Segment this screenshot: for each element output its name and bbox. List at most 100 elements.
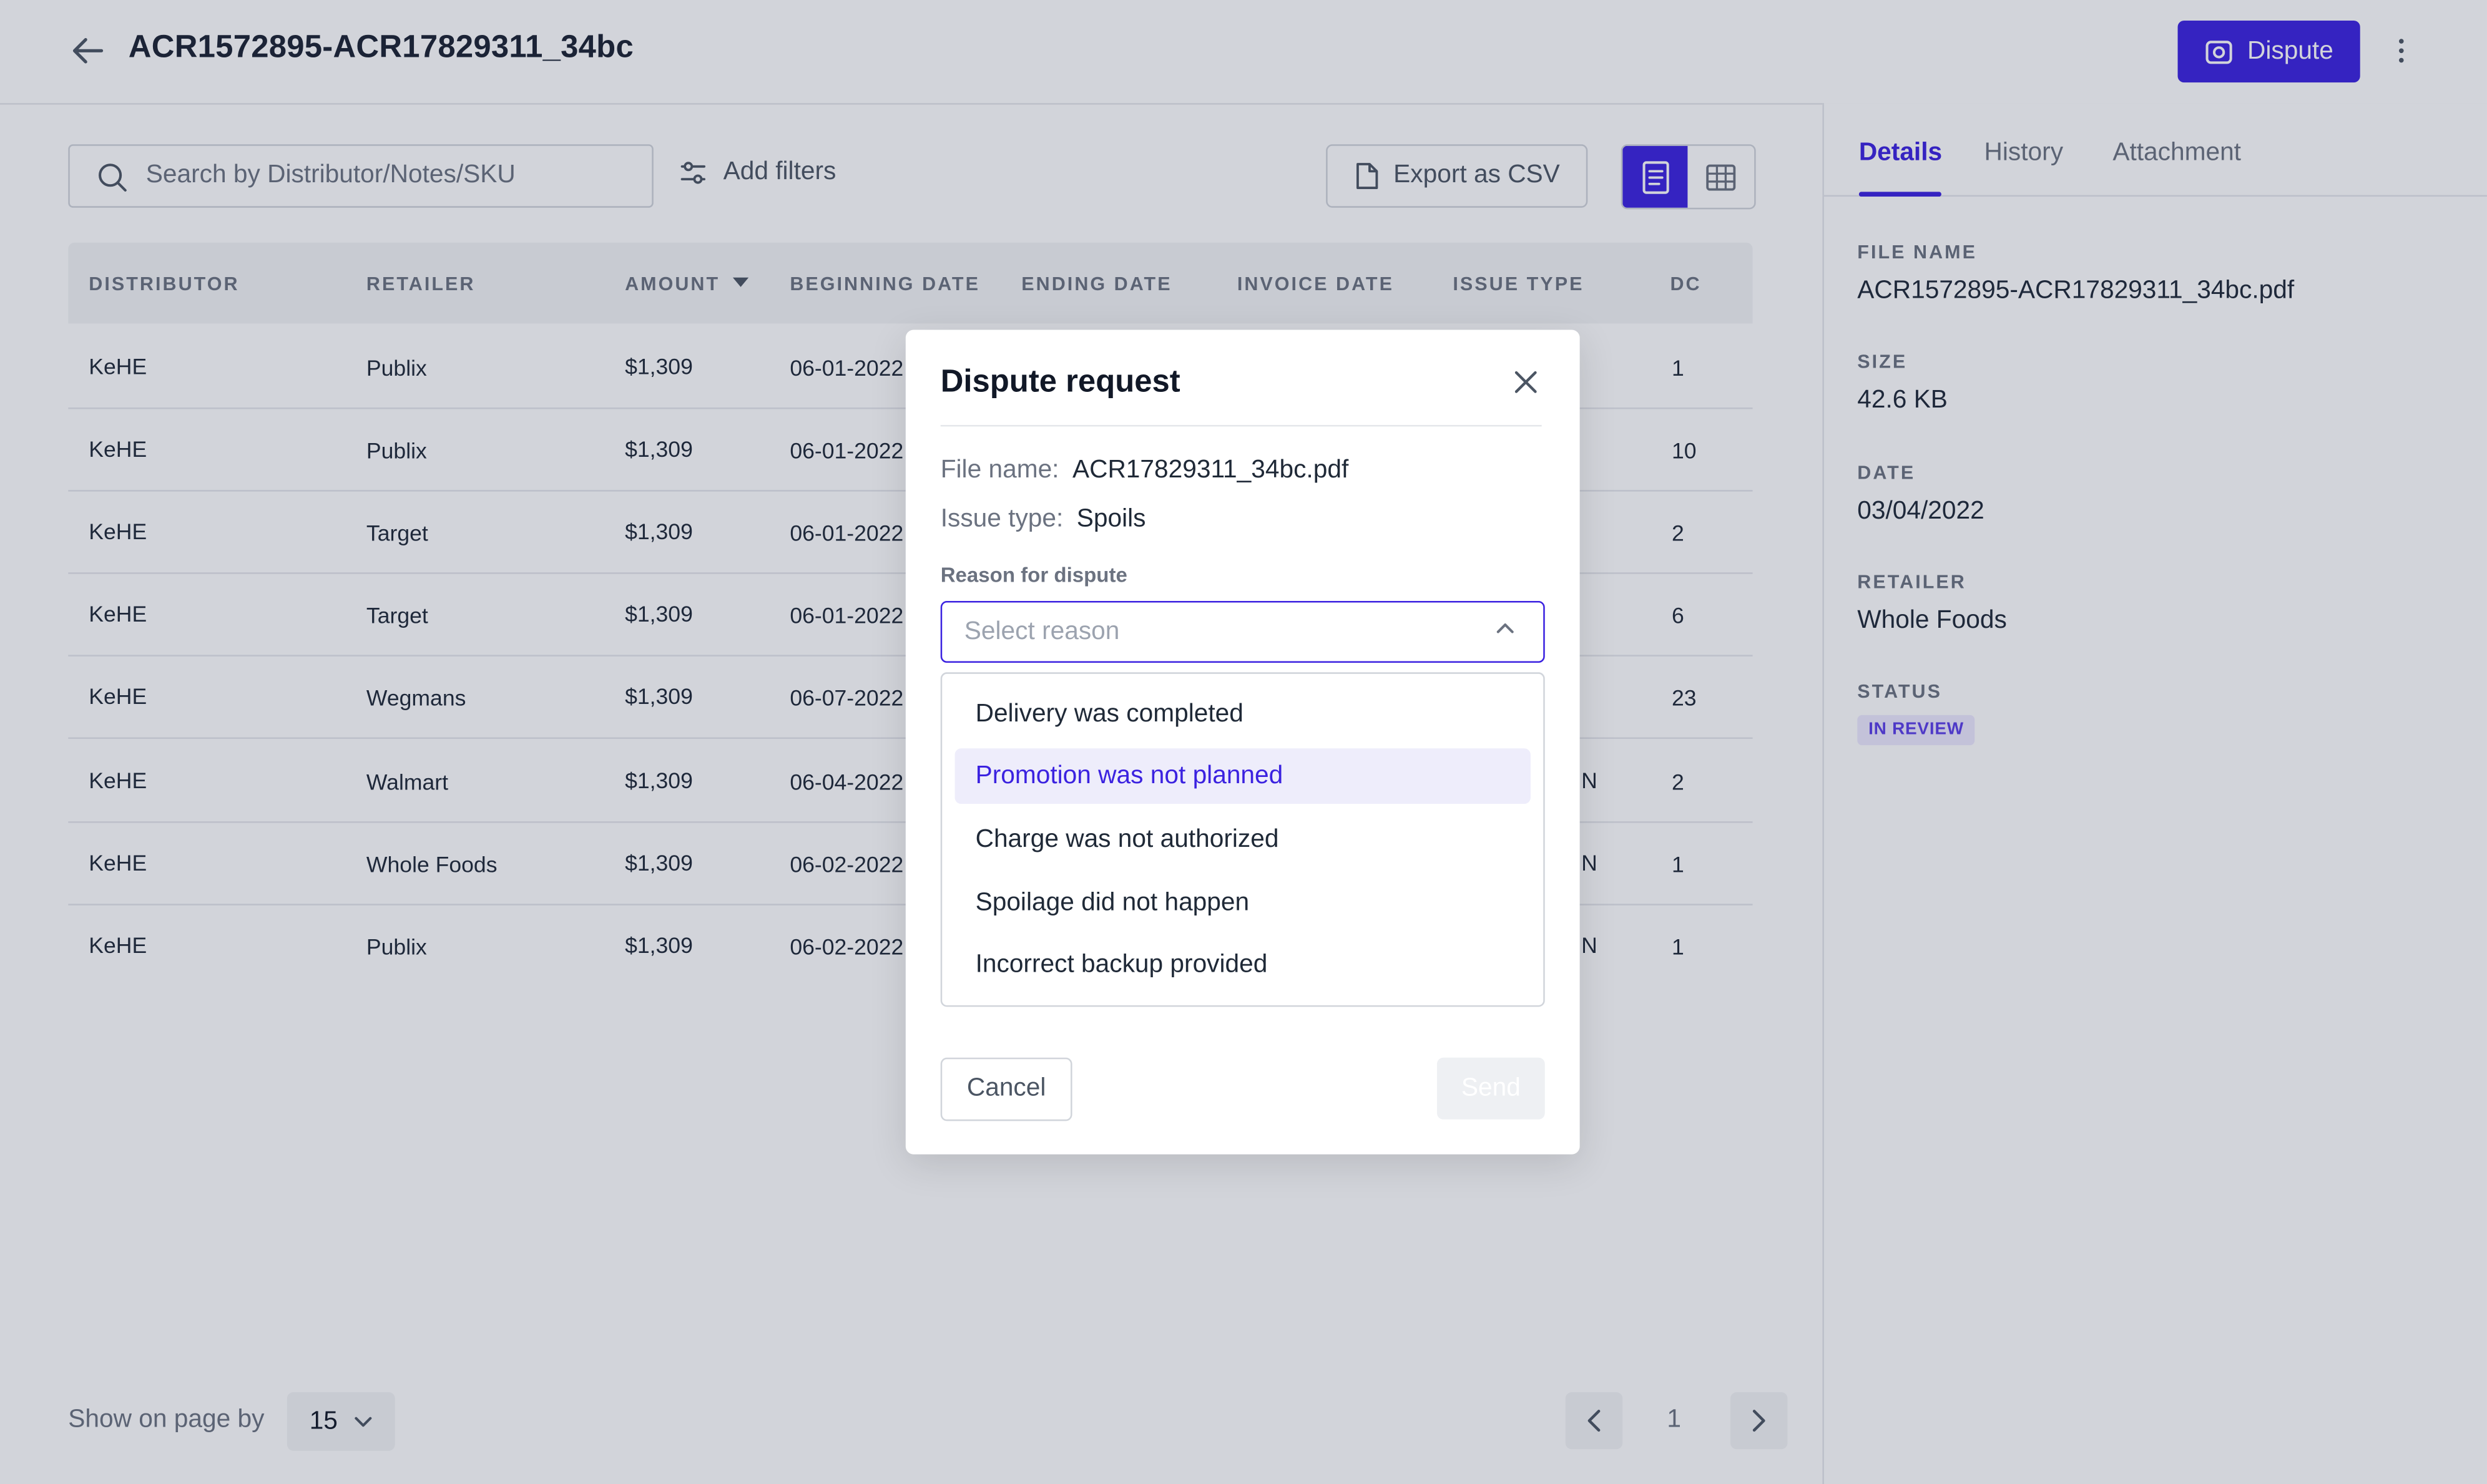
- issue-type-value: Spoils: [1076, 505, 1146, 533]
- close-icon[interactable]: [1511, 368, 1540, 396]
- file-name-label: FILE NAME: [1857, 241, 1978, 263]
- cell-amount: $1,309: [625, 849, 693, 876]
- col-invoice-date[interactable]: INVOICE DATE: [1237, 273, 1395, 295]
- cell-beginning-date: 06-02-2022: [790, 851, 904, 877]
- dispute-button-label: Dispute: [2247, 37, 2333, 64]
- cell-beginning-date: 06-01-2022: [790, 437, 904, 463]
- view-toggle: [1621, 144, 1756, 210]
- current-page[interactable]: 1: [1667, 1406, 1682, 1433]
- reason-option[interactable]: Delivery was completed: [955, 686, 1531, 742]
- reason-option-label: Spoilage did not happen: [975, 889, 1250, 917]
- cell-distributor: KeHE: [89, 353, 147, 379]
- dialog-divider: [940, 424, 1542, 427]
- reason-option-label: Charge was not authorized: [975, 826, 1279, 853]
- cell-retailer: Target: [366, 520, 428, 546]
- reason-dropdown: Delivery was completed Promotion was not…: [940, 672, 1545, 1007]
- chevron-down-icon: [353, 1415, 372, 1428]
- reason-placeholder: Select reason: [964, 618, 1120, 646]
- send-button[interactable]: Send: [1436, 1057, 1545, 1120]
- reason-option-label: Promotion was not planned: [975, 763, 1283, 790]
- issue-type-row: Issue type: Spoils: [941, 506, 1146, 535]
- cell-distributor: KeHE: [89, 600, 147, 627]
- grid-view-button[interactable]: [1687, 146, 1752, 208]
- document-view-icon: [1641, 159, 1669, 194]
- reason-option-label: Delivery was completed: [975, 701, 1244, 728]
- page-size-label: Show on page by: [68, 1406, 265, 1433]
- date-label: DATE: [1857, 461, 1916, 484]
- cell-beginning-date: 06-01-2022: [790, 355, 904, 381]
- cell-dc: 6: [1672, 602, 1684, 628]
- cell-amount: $1,309: [625, 767, 693, 793]
- cell-retailer: Target: [366, 602, 428, 628]
- status-badge: IN REVIEW: [1857, 715, 1975, 746]
- dialog-title: Dispute request: [940, 364, 1180, 400]
- grid-view-icon: [1704, 161, 1736, 193]
- reason-option[interactable]: Spoilage did not happen: [955, 876, 1531, 931]
- reason-option[interactable]: Incorrect backup provided: [955, 937, 1531, 993]
- cell-distributor: KeHE: [89, 683, 147, 709]
- document-view-button[interactable]: [1622, 145, 1688, 208]
- page-header: ACR1572895-ACR17829311_34bc Dispute: [0, 0, 2487, 105]
- add-filters-label: Add filters: [723, 159, 836, 186]
- cell-issue-type: N: [1581, 767, 1597, 793]
- col-beginning-date[interactable]: BEGINNING DATE: [790, 273, 981, 295]
- search-input[interactable]: [145, 145, 622, 207]
- tab-details[interactable]: Details: [1858, 139, 1943, 167]
- file-icon: [1354, 162, 1380, 190]
- table-row[interactable]: KeHE Whole Foods $1,309 06-02-2022 N 1: [68, 821, 1753, 906]
- size-value: 42.6 KB: [1857, 386, 1948, 414]
- page-size-select[interactable]: 15: [287, 1392, 395, 1451]
- cell-retailer: Publix: [366, 355, 427, 381]
- kebab-menu-icon[interactable]: [2385, 35, 2417, 67]
- cell-distributor: KeHE: [89, 518, 147, 544]
- cell-beginning-date: 06-07-2022: [790, 685, 904, 711]
- col-issue-type[interactable]: ISSUE TYPE: [1453, 273, 1584, 295]
- reason-select[interactable]: Select reason: [940, 600, 1545, 663]
- cell-dc: 1: [1672, 355, 1684, 381]
- cell-dc: 1: [1672, 851, 1684, 877]
- reason-option-highlighted[interactable]: Promotion was not planned: [954, 748, 1531, 804]
- tab-attachment[interactable]: Attachment: [2112, 139, 2241, 167]
- file-name-label: File name:: [940, 456, 1059, 484]
- details-panel: Details History Attachment FILE NAME ACR…: [1822, 103, 2487, 1484]
- sort-down-icon[interactable]: [732, 277, 749, 287]
- dispute-request-dialog: Dispute request File name: ACR17829311_3…: [905, 330, 1580, 1154]
- tab-history[interactable]: History: [1984, 139, 2064, 167]
- size-label: SIZE: [1857, 350, 1908, 373]
- previous-page-button[interactable]: [1565, 1392, 1623, 1450]
- col-ending-date[interactable]: ENDING DATE: [1021, 273, 1172, 295]
- next-page-button[interactable]: [1730, 1392, 1788, 1450]
- search-icon: [97, 162, 129, 193]
- cell-amount: $1,309: [625, 518, 693, 544]
- dispute-button[interactable]: Dispute: [2177, 21, 2360, 83]
- cell-amount: $1,309: [625, 353, 693, 379]
- reason-option[interactable]: Charge was not authorized: [955, 812, 1531, 867]
- cell-beginning-date: 06-01-2022: [790, 602, 904, 628]
- cell-retailer: Walmart: [366, 769, 449, 794]
- cell-amount: $1,309: [625, 436, 693, 462]
- cell-issue-type: N: [1581, 932, 1597, 958]
- cancel-button[interactable]: Cancel: [940, 1057, 1072, 1121]
- search-box: [68, 144, 654, 208]
- col-amount[interactable]: AMOUNT: [625, 273, 720, 295]
- sliders-icon: [679, 159, 707, 187]
- export-csv-label: Export as CSV: [1393, 162, 1560, 189]
- add-filters-button[interactable]: Add filters: [679, 159, 836, 187]
- file-name-value: ACR17829311_34bc.pdf: [1072, 456, 1349, 484]
- cell-dc: 2: [1672, 769, 1684, 794]
- export-csv-button[interactable]: Export as CSV: [1326, 144, 1588, 208]
- col-retailer[interactable]: RETAILER: [366, 273, 476, 295]
- col-dc[interactable]: DC: [1670, 273, 1702, 295]
- file-name-row: File name: ACR17829311_34bc.pdf: [941, 457, 1349, 486]
- retailer-value: Whole Foods: [1857, 607, 2007, 635]
- reason-option-label: Incorrect backup provided: [975, 951, 1268, 979]
- cell-distributor: KeHE: [89, 932, 147, 958]
- tabs-divider: [1823, 195, 2487, 197]
- arrow-left-icon[interactable]: [70, 32, 108, 70]
- col-distributor[interactable]: DISTRIBUTOR: [89, 273, 240, 295]
- table-header: DISTRIBUTOR RETAILER AMOUNT BEGINNING DA…: [68, 242, 1753, 324]
- table-row[interactable]: KeHE Publix $1,309 06-02-2022 N 1: [68, 904, 1752, 986]
- retailer-label: RETAILER: [1857, 570, 1966, 593]
- cell-issue-type: N: [1581, 849, 1597, 876]
